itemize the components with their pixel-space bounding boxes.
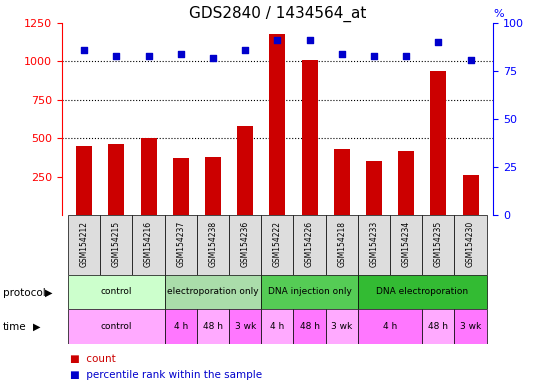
Text: ▶: ▶ [33,322,40,332]
Text: GSM154230: GSM154230 [466,220,475,267]
Bar [326,215,358,275]
Text: 48 h: 48 h [203,322,223,331]
Bar [68,275,165,309]
Text: GSM154236: GSM154236 [241,220,250,267]
Bar [326,309,358,344]
Point [176,51,185,57]
Bar [261,215,294,275]
Text: GSM154237: GSM154237 [176,220,185,267]
Text: GSM154212: GSM154212 [80,221,88,266]
Text: time: time [3,322,26,332]
Bar [108,144,124,215]
Text: 48 h: 48 h [300,322,319,331]
Point [241,47,249,53]
Bar [366,161,382,215]
Bar [422,215,455,275]
Text: GSM154222: GSM154222 [273,221,282,266]
Bar [294,309,326,344]
Point [112,53,121,59]
Bar [165,215,197,275]
Bar [68,309,165,344]
Point [80,47,88,53]
Bar [463,175,479,215]
Text: protocol: protocol [3,288,46,298]
Bar [261,309,294,344]
Text: 3 wk: 3 wk [460,322,481,331]
Point [273,37,282,43]
Point [306,37,314,43]
Text: control: control [101,322,132,331]
Bar [197,309,229,344]
Text: DNA electroporation: DNA electroporation [376,287,468,296]
Bar [294,215,326,275]
Bar [358,309,422,344]
Text: GSM154215: GSM154215 [112,220,121,266]
Point [144,53,153,59]
Text: GSM154235: GSM154235 [434,220,443,267]
Bar [398,151,414,215]
Bar [261,275,358,309]
Text: ■  count: ■ count [70,354,115,364]
Text: electroporation only: electroporation only [167,287,259,296]
Text: 4 h: 4 h [383,322,397,331]
Text: ■  percentile rank within the sample: ■ percentile rank within the sample [70,370,262,380]
Text: GSM154233: GSM154233 [369,220,378,267]
Bar [68,215,100,275]
Text: 4 h: 4 h [270,322,285,331]
Bar [140,138,157,215]
Bar [237,126,253,215]
Text: %: % [493,9,504,19]
Bar [197,215,229,275]
Text: control: control [101,287,132,296]
Bar [205,157,221,215]
Text: DNA injection only: DNA injection only [267,287,352,296]
Bar [430,71,446,215]
Text: GSM154234: GSM154234 [401,220,411,267]
Point [434,39,443,45]
Bar [334,149,350,215]
Bar [269,34,286,215]
Bar [302,60,318,215]
Point [466,56,475,63]
Text: 3 wk: 3 wk [235,322,256,331]
Bar [165,309,197,344]
Text: 48 h: 48 h [428,322,449,331]
Bar [229,309,261,344]
Text: 3 wk: 3 wk [331,322,352,331]
Bar [455,309,487,344]
Text: GSM154216: GSM154216 [144,220,153,266]
Bar [229,215,261,275]
Bar [358,215,390,275]
Point [209,55,217,61]
Title: GDS2840 / 1434564_at: GDS2840 / 1434564_at [189,5,366,22]
Bar [358,275,487,309]
Text: ▶: ▶ [44,288,52,298]
Text: GSM154226: GSM154226 [305,220,314,266]
Bar [422,309,455,344]
Bar [173,158,189,215]
Point [370,53,378,59]
Bar [100,215,132,275]
Point [402,53,411,59]
Text: 4 h: 4 h [174,322,188,331]
Bar [455,215,487,275]
Bar [132,215,165,275]
Bar [76,146,92,215]
Text: GSM154218: GSM154218 [337,221,346,266]
Text: GSM154238: GSM154238 [209,220,218,266]
Bar [390,215,422,275]
Bar [165,275,261,309]
Point [338,51,346,57]
